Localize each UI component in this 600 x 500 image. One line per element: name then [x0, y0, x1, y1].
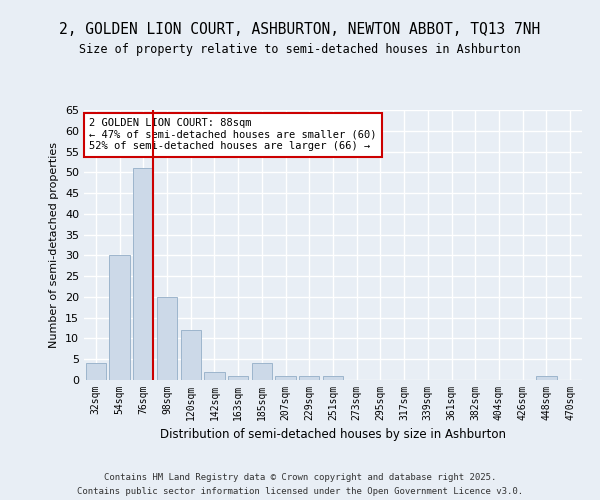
Bar	[228, 376, 248, 380]
Bar	[157, 297, 177, 380]
Bar	[181, 330, 201, 380]
Text: 2, GOLDEN LION COURT, ASHBURTON, NEWTON ABBOT, TQ13 7NH: 2, GOLDEN LION COURT, ASHBURTON, NEWTON …	[59, 22, 541, 38]
Bar	[299, 376, 319, 380]
Text: Size of property relative to semi-detached houses in Ashburton: Size of property relative to semi-detach…	[79, 42, 521, 56]
Text: Contains HM Land Registry data © Crown copyright and database right 2025.: Contains HM Land Registry data © Crown c…	[104, 473, 496, 482]
Text: Contains public sector information licensed under the Open Government Licence v3: Contains public sector information licen…	[77, 486, 523, 496]
Bar	[205, 372, 224, 380]
Bar	[323, 376, 343, 380]
Bar	[536, 376, 557, 380]
Y-axis label: Number of semi-detached properties: Number of semi-detached properties	[49, 142, 59, 348]
Bar	[86, 364, 106, 380]
Bar	[252, 364, 272, 380]
Bar	[275, 376, 296, 380]
Bar	[133, 168, 154, 380]
X-axis label: Distribution of semi-detached houses by size in Ashburton: Distribution of semi-detached houses by …	[160, 428, 506, 442]
Text: 2 GOLDEN LION COURT: 88sqm
← 47% of semi-detached houses are smaller (60)
52% of: 2 GOLDEN LION COURT: 88sqm ← 47% of semi…	[89, 118, 376, 152]
Bar	[109, 256, 130, 380]
